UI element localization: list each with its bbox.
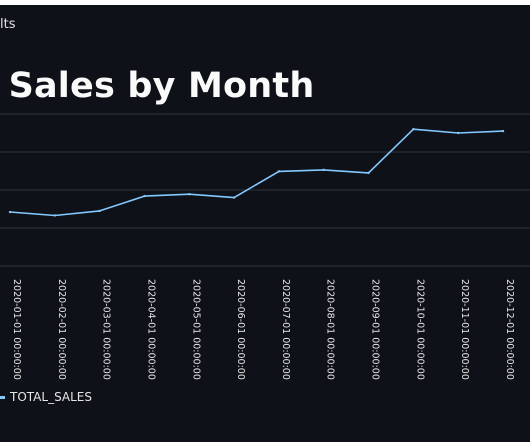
data-point[interactable] (456, 131, 460, 135)
data-point[interactable] (188, 192, 191, 196)
series-layer (8, 128, 505, 217)
x-tick-label: 2020-08-01 00:00:00 (325, 279, 336, 380)
top-strip (0, 0, 530, 5)
x-tick-label: 2020-04-01 00:00:00 (145, 279, 156, 380)
grid-layer (0, 113, 530, 267)
x-tick-label: 2020-03-01 00:00:00 (101, 279, 112, 380)
page-title: l Sales by Month (0, 66, 315, 106)
data-point[interactable] (232, 196, 236, 199)
x-tick-label: 2020-10-01 00:00:00 (414, 279, 425, 380)
data-point[interactable] (53, 214, 57, 217)
series-line[interactable] (9, 128, 504, 217)
data-point[interactable] (322, 168, 325, 172)
legend-label: TOTAL_SALES (10, 390, 93, 404)
x-tick-label: 2020-09-01 00:00:00 (370, 279, 381, 380)
data-point[interactable] (412, 128, 415, 131)
legend-swatch (0, 395, 5, 399)
data-point[interactable] (501, 129, 505, 133)
x-tick-label: 2020-11-01 00:00:00 (459, 279, 470, 380)
data-point[interactable] (143, 194, 146, 198)
x-tick-label: 2020-07-01 00:00:00 (280, 279, 291, 380)
data-point[interactable] (367, 171, 370, 175)
x-tick-label: 2020-06-01 00:00:00 (235, 279, 246, 380)
app-label: lts (0, 17, 16, 32)
x-tick-label: 2020-12-01 00:00:00 (504, 279, 515, 380)
data-point[interactable] (277, 170, 281, 173)
data-point[interactable] (8, 210, 12, 214)
x-tick-label: 2020-02-01 00:00:00 (56, 279, 67, 380)
data-point[interactable] (98, 209, 101, 213)
legend[interactable]: TOTAL_SALES (0, 390, 92, 404)
x-tick-label: 2020-05-01 00:00:00 (190, 279, 201, 380)
x-tick-labels: 2020-01-01 00:00:00 2020-02-01 00:00:00 20… (11, 279, 515, 380)
x-tick-label: 2020-01-01 00:00:00 (11, 279, 22, 380)
